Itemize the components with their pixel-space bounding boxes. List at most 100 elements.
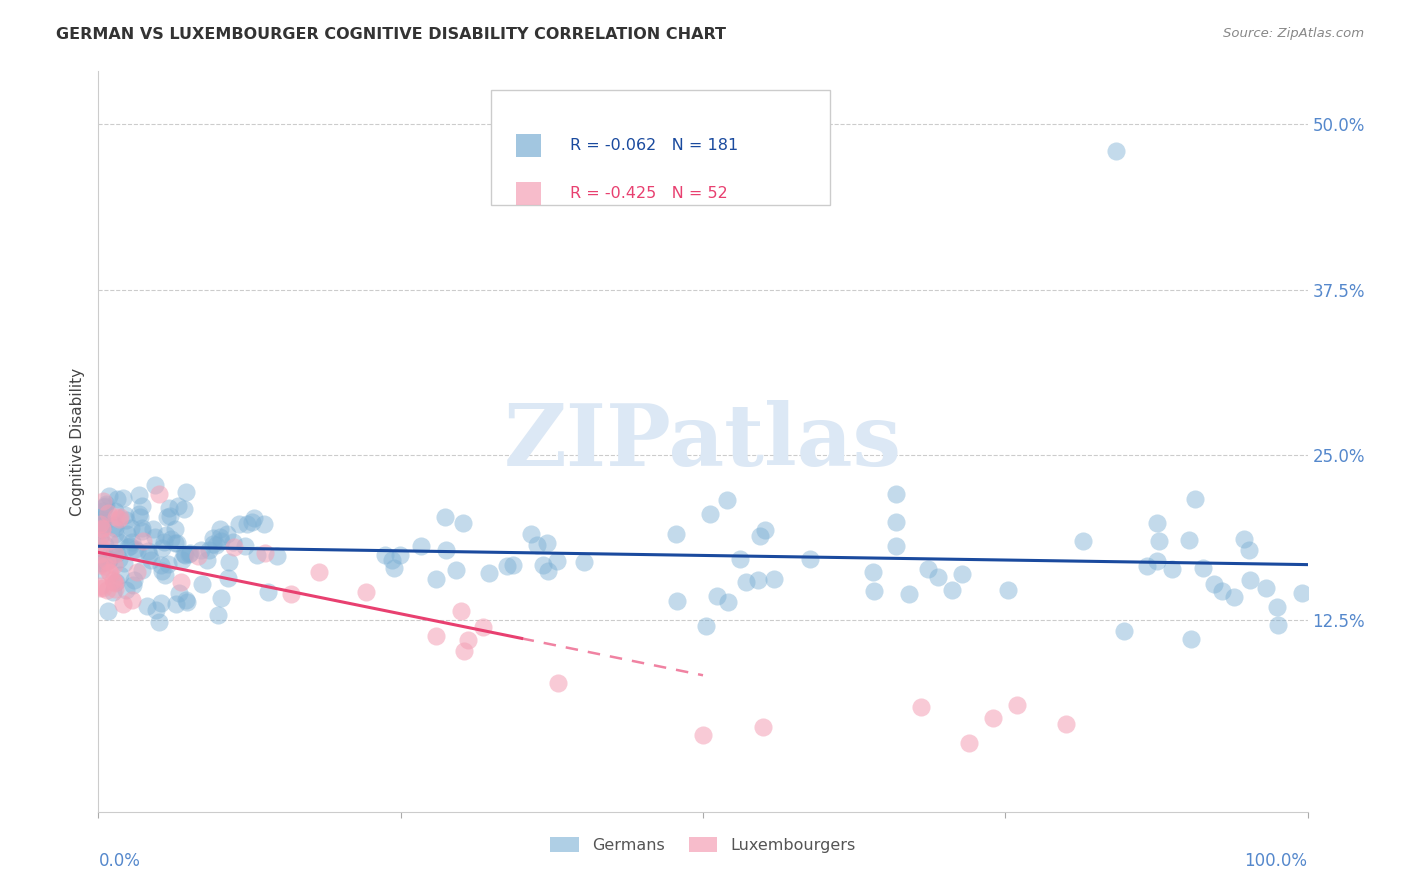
- Point: [139, 552, 162, 566]
- Point: [1161, 562, 1184, 576]
- Point: [699, 507, 721, 521]
- Text: Source: ZipAtlas.com: Source: ZipAtlas.com: [1223, 27, 1364, 40]
- Point: [224, 540, 246, 554]
- Point: [884, 539, 907, 553]
- Point: [145, 530, 167, 544]
- Point: [101, 585, 124, 599]
- Point: [97, 565, 120, 579]
- Point: [173, 548, 195, 562]
- Point: [1054, 717, 1077, 731]
- Point: [165, 597, 187, 611]
- Text: 100.0%: 100.0%: [1244, 853, 1308, 871]
- Point: [159, 509, 181, 524]
- Point: [98, 566, 121, 580]
- Point: [1267, 600, 1289, 615]
- Point: [728, 551, 751, 566]
- Point: [884, 516, 907, 530]
- Point: [950, 567, 973, 582]
- Point: [91, 517, 114, 532]
- Point: [749, 529, 772, 543]
- Point: [117, 527, 139, 541]
- Point: [96, 554, 118, 568]
- Text: R = -0.425   N = 52: R = -0.425 N = 52: [569, 186, 728, 201]
- Point: [108, 510, 131, 524]
- Point: [122, 578, 145, 592]
- Point: [917, 562, 939, 576]
- Point: [252, 517, 274, 532]
- Point: [104, 521, 127, 535]
- Point: [179, 546, 201, 560]
- Point: [381, 553, 404, 567]
- Point: [1147, 533, 1170, 548]
- Point: [91, 581, 114, 595]
- Point: [138, 549, 160, 563]
- Point: [100, 545, 122, 559]
- Point: [118, 539, 141, 553]
- Legend: Germans, Luxembourgers: Germans, Luxembourgers: [544, 830, 862, 859]
- Point: [111, 491, 134, 505]
- Point: [89, 517, 111, 532]
- Point: [91, 494, 114, 508]
- Point: [246, 548, 269, 562]
- Point: [472, 620, 495, 634]
- Point: [717, 595, 740, 609]
- Point: [105, 491, 128, 506]
- Point: [747, 573, 769, 587]
- Point: [665, 526, 688, 541]
- Point: [124, 541, 146, 556]
- Point: [149, 596, 172, 610]
- Point: [163, 523, 186, 537]
- Point: [110, 567, 132, 582]
- Point: [236, 516, 259, 531]
- Point: [574, 555, 596, 569]
- Point: [202, 537, 225, 551]
- Point: [256, 585, 278, 599]
- Point: [131, 563, 153, 577]
- Point: [127, 565, 149, 579]
- Point: [115, 583, 138, 598]
- Point: [451, 516, 474, 531]
- Point: [957, 736, 980, 750]
- Point: [1211, 583, 1233, 598]
- Point: [190, 576, 212, 591]
- Point: [217, 571, 239, 585]
- Point: [179, 547, 201, 561]
- Point: [103, 546, 125, 560]
- Point: [157, 500, 180, 515]
- Point: [434, 509, 457, 524]
- Point: [143, 477, 166, 491]
- Point: [90, 512, 112, 526]
- Point: [910, 700, 932, 714]
- Point: [208, 522, 231, 536]
- Point: [107, 535, 129, 549]
- Point: [1233, 533, 1256, 547]
- Point: [176, 595, 198, 609]
- Point: [89, 581, 111, 595]
- Point: [167, 586, 190, 600]
- Point: [160, 533, 183, 547]
- Text: ZIPatlas: ZIPatlas: [503, 400, 903, 483]
- Point: [104, 575, 127, 590]
- Point: [94, 499, 117, 513]
- Point: [174, 592, 197, 607]
- Point: [197, 543, 219, 558]
- Point: [96, 582, 118, 597]
- Point: [520, 527, 543, 541]
- Point: [155, 528, 177, 542]
- Point: [799, 552, 821, 566]
- Point: [537, 564, 560, 578]
- Point: [202, 531, 225, 545]
- Point: [205, 538, 228, 552]
- Point: [170, 574, 193, 589]
- Point: [266, 549, 288, 563]
- Point: [91, 556, 114, 570]
- Point: [457, 632, 479, 647]
- Point: [166, 500, 188, 514]
- Point: [117, 540, 139, 554]
- Point: [128, 488, 150, 502]
- Point: [112, 598, 135, 612]
- Point: [450, 604, 472, 618]
- Point: [98, 553, 121, 567]
- Point: [104, 503, 127, 517]
- Point: [107, 512, 129, 526]
